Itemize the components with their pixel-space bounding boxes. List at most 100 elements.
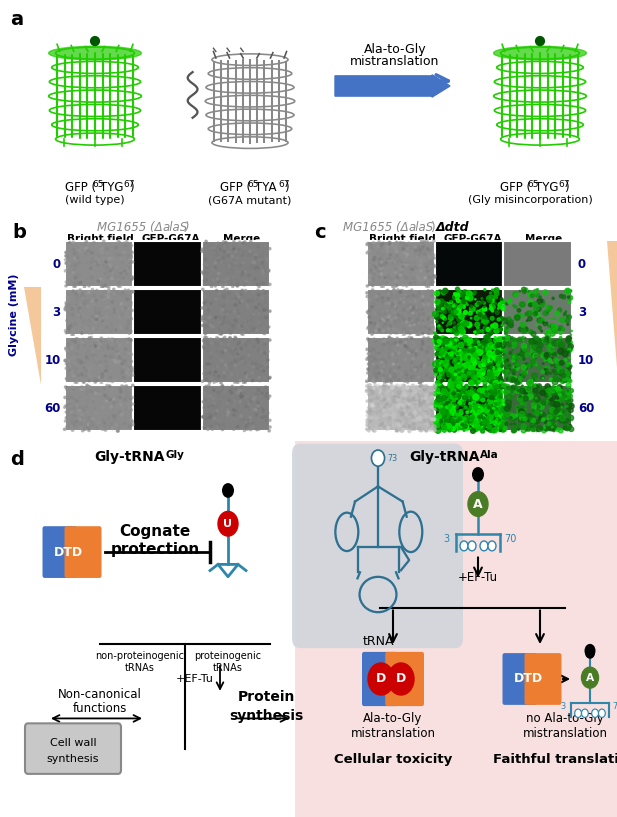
Circle shape: [486, 328, 490, 332]
Circle shape: [419, 422, 422, 425]
Circle shape: [244, 344, 247, 346]
Circle shape: [128, 426, 131, 427]
Circle shape: [250, 278, 252, 280]
Circle shape: [489, 430, 491, 432]
Circle shape: [398, 351, 400, 354]
Circle shape: [544, 426, 549, 431]
Circle shape: [540, 413, 544, 417]
Circle shape: [87, 425, 89, 427]
Circle shape: [130, 360, 133, 363]
Circle shape: [254, 408, 257, 411]
Circle shape: [378, 396, 380, 399]
Circle shape: [421, 417, 424, 420]
Circle shape: [99, 364, 101, 367]
Circle shape: [536, 324, 537, 326]
Circle shape: [404, 345, 407, 347]
Circle shape: [118, 275, 121, 278]
Circle shape: [124, 257, 126, 260]
Circle shape: [400, 345, 403, 347]
Circle shape: [452, 384, 455, 386]
Circle shape: [227, 263, 230, 266]
Circle shape: [503, 341, 508, 346]
Circle shape: [254, 396, 256, 399]
Circle shape: [404, 422, 407, 425]
Circle shape: [549, 379, 550, 381]
Circle shape: [453, 328, 457, 333]
Text: a: a: [10, 10, 23, 29]
Circle shape: [113, 308, 115, 310]
Circle shape: [391, 247, 393, 249]
Circle shape: [239, 393, 241, 395]
Circle shape: [552, 340, 558, 346]
Circle shape: [118, 340, 120, 342]
Circle shape: [463, 335, 468, 340]
Circle shape: [497, 364, 500, 367]
Circle shape: [398, 403, 401, 406]
Circle shape: [444, 410, 449, 416]
Circle shape: [102, 240, 105, 243]
Circle shape: [83, 428, 85, 431]
Circle shape: [478, 406, 482, 410]
Circle shape: [234, 304, 237, 306]
Circle shape: [208, 310, 210, 312]
Circle shape: [373, 357, 375, 359]
Circle shape: [420, 408, 422, 412]
Circle shape: [375, 402, 378, 405]
Circle shape: [240, 292, 242, 295]
Circle shape: [209, 257, 212, 259]
Circle shape: [252, 426, 254, 428]
Circle shape: [473, 350, 474, 352]
Circle shape: [516, 388, 517, 390]
Circle shape: [540, 391, 545, 395]
Circle shape: [502, 422, 505, 425]
Circle shape: [68, 241, 71, 243]
Circle shape: [489, 295, 495, 301]
Circle shape: [252, 398, 255, 400]
Circle shape: [445, 302, 450, 307]
Circle shape: [406, 310, 408, 313]
Text: Ala-to-Gly: Ala-to-Gly: [363, 712, 423, 725]
Circle shape: [523, 364, 528, 369]
Circle shape: [230, 244, 233, 247]
Circle shape: [557, 403, 560, 407]
Circle shape: [495, 402, 497, 404]
Circle shape: [238, 244, 240, 247]
Circle shape: [368, 325, 370, 328]
Circle shape: [510, 416, 516, 422]
Circle shape: [366, 295, 368, 297]
Circle shape: [409, 414, 412, 417]
Circle shape: [207, 313, 209, 315]
Circle shape: [397, 364, 399, 366]
Circle shape: [450, 377, 454, 381]
Circle shape: [125, 303, 127, 306]
Circle shape: [383, 312, 386, 315]
Circle shape: [470, 419, 473, 422]
Circle shape: [390, 338, 392, 341]
Circle shape: [448, 408, 449, 409]
Circle shape: [389, 408, 391, 411]
Bar: [133, 289, 202, 335]
Circle shape: [547, 347, 553, 352]
Circle shape: [495, 351, 500, 355]
Circle shape: [560, 372, 563, 376]
Circle shape: [490, 346, 492, 349]
Circle shape: [369, 347, 371, 350]
Circle shape: [268, 430, 270, 432]
Circle shape: [532, 429, 535, 431]
Circle shape: [389, 420, 392, 422]
Circle shape: [373, 259, 375, 261]
Circle shape: [402, 400, 404, 403]
Circle shape: [460, 399, 462, 401]
Circle shape: [376, 411, 378, 413]
Circle shape: [442, 395, 447, 400]
Circle shape: [443, 360, 448, 365]
Circle shape: [391, 407, 394, 410]
Circle shape: [227, 417, 229, 420]
Circle shape: [260, 377, 263, 379]
Circle shape: [540, 406, 542, 408]
Circle shape: [386, 420, 389, 423]
Circle shape: [510, 417, 513, 419]
Circle shape: [253, 339, 255, 342]
Circle shape: [513, 416, 515, 418]
Circle shape: [489, 362, 491, 364]
